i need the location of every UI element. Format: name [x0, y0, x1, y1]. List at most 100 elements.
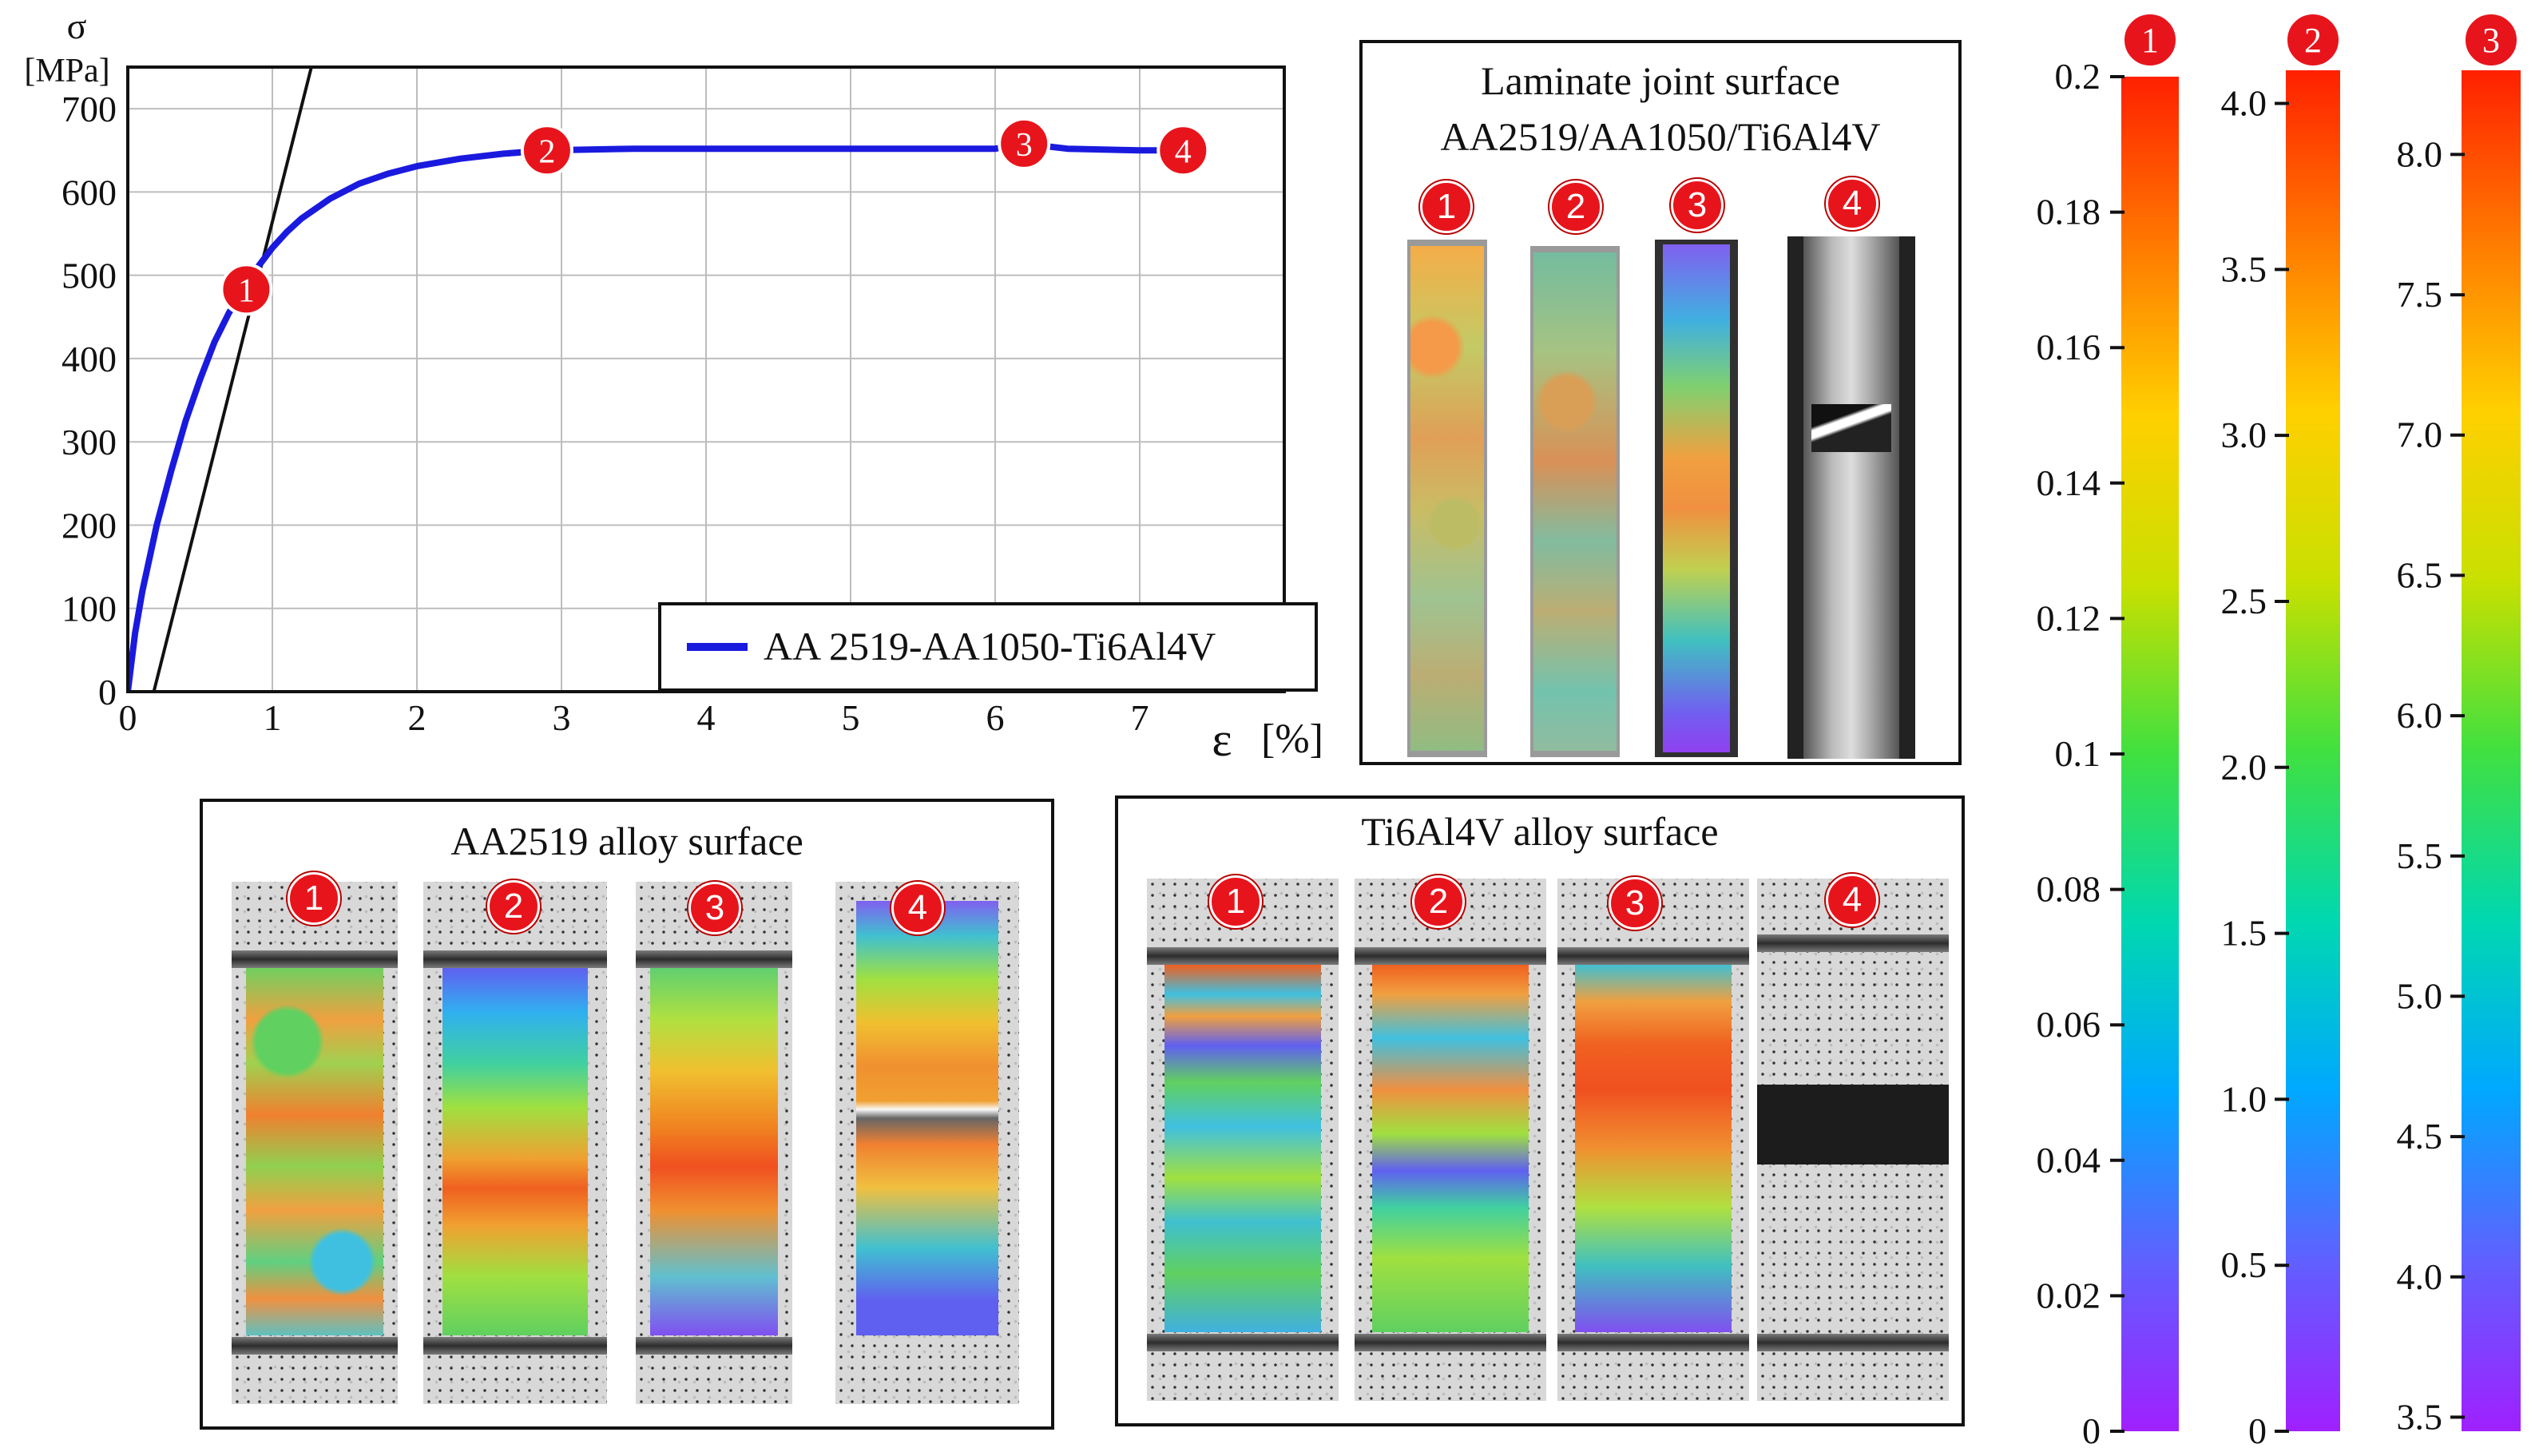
ti6al4v-specimen-2 [1355, 879, 1546, 1401]
colorbar-tick-label: 3.5 [2221, 248, 2267, 289]
curve-marker: 1 [220, 263, 273, 316]
stress-strain-chart: 0 1 2 3 4 5 6 7 0 100 200 300 400 500 600 700 σ [MPa] ε [%]… [24, 6, 1323, 766]
laminate-badge-1: 1 [1420, 181, 1473, 233]
colorbar-badge [2462, 11, 2520, 69]
y-tick-label: 400 [61, 339, 117, 379]
laminate-specimen-1 [1407, 240, 1487, 757]
ti6al4v-panel: Ti6Al4V alloy surface 1 2 3 4 [1115, 795, 1965, 1426]
elastic-line [152, 67, 313, 692]
aa2519-specimen-3 [636, 882, 792, 1404]
curve-marker-dot [998, 117, 1051, 170]
x-axis-unit: [%] [1261, 716, 1323, 762]
curve-marker: 2 [520, 124, 573, 177]
laminate-specimen-3 [1655, 240, 1738, 757]
colorbar-3: 8.0 7.5 7.0 6.5 6.0 5.5 5.0 4.5 4.0 3.5 3 [2397, 11, 2521, 1437]
colorbar-tick-label: 0.06 [2037, 1004, 2101, 1045]
laminate-title-line2: AA2519/AA1050/Ti6Al4V [1440, 114, 1881, 159]
x-tick-label: 3 [553, 697, 571, 738]
aa2519-badge-4: 4 [891, 882, 944, 934]
y-tick-label: 200 [61, 505, 117, 546]
aa2519-title: AA2519 alloy surface [450, 819, 803, 863]
colorbar-tick-label: 8.0 [2397, 133, 2443, 174]
colorbar-gradient [2462, 70, 2521, 1431]
y-axis-symbol: σ [67, 6, 87, 46]
curve-marker-label: 1 [238, 272, 255, 309]
colorbar-tick-label: 1.5 [2221, 913, 2267, 954]
laminate-specimen-2 [1530, 246, 1620, 757]
colorbar-tick-label: 1.0 [2221, 1078, 2267, 1119]
colorbar-tick-label: 0.02 [2037, 1275, 2101, 1315]
y-tick-label: 300 [61, 422, 117, 462]
legend-box [658, 602, 1318, 692]
ti6al4v-specimen-4 [1757, 879, 1949, 1401]
colorbar-tick-label: 0 [2248, 1410, 2267, 1451]
ti6al4v-title: Ti6Al4V alloy surface [1361, 809, 1719, 854]
x-tick-label: 6 [986, 697, 1005, 738]
curve-marker-dot [220, 263, 273, 316]
aa2519-panel: AA2519 alloy surface 1 2 3 4 [200, 799, 1054, 1430]
colorbar-tick-label: 4.5 [2397, 1116, 2443, 1156]
laminate-specimen-4 [1787, 236, 1915, 759]
y-tick-label: 100 [61, 589, 117, 629]
colorbar-tick-label: 0.2 [2055, 56, 2101, 97]
colorbar-tick-label: 4.0 [2221, 83, 2267, 124]
colorbar-tick-label: 2.5 [2221, 581, 2267, 621]
curve-marker: 4 [1156, 124, 1210, 177]
colorbar-tick-label: 7.5 [2397, 274, 2443, 315]
ti6al4v-badge-3: 3 [1609, 877, 1661, 930]
curve-marker-label: 2 [538, 133, 555, 170]
laminate-badge-4: 4 [1826, 177, 1878, 230]
colorbar-tick-label: 0.04 [2037, 1140, 2101, 1180]
colorbar-tick-label: 5.0 [2397, 975, 2443, 1016]
aa2519-specimen-2 [423, 882, 607, 1404]
colorbar-badge [2121, 11, 2179, 69]
colorbar-tick-label: 3.5 [2397, 1396, 2443, 1437]
colorbar-badge-label: 2 [2304, 21, 2322, 60]
colorbar-1: 0.2 0.18 0.16 0.14 0.12 0.1 0.08 0.06 0.04 0.02 0 1 [2037, 11, 2179, 1451]
laminate-joint-panel: Laminate joint surface AA2519/AA1050/Ti6… [1359, 40, 1962, 765]
x-tick-label: 2 [408, 697, 426, 738]
ti6al4v-specimen-1 [1147, 879, 1339, 1401]
legend-label: AA 2519-AA1050-Ti6Al4V [764, 624, 1216, 668]
colorbar-tick-label: 3.0 [2221, 415, 2267, 455]
ti6al4v-badge-1: 1 [1209, 875, 1262, 928]
colorbar-tick-label: 0.08 [2037, 869, 2101, 910]
aa2519-specimen-4 [835, 882, 1019, 1404]
colorbar-gradient [2121, 77, 2179, 1431]
curve-marker-label: 3 [1016, 127, 1033, 164]
x-tick-label: 1 [264, 697, 282, 738]
colorbar-badge-label: 3 [2482, 21, 2500, 60]
y-axis-unit: [MPa] [24, 53, 109, 89]
series-line [128, 140, 1184, 692]
colorbar-2: 4.0 3.5 3.0 2.5 2.0 1.5 1.0 0.5 0 2 [2221, 11, 2342, 1451]
colorbar-tick-label: 0.14 [2037, 462, 2101, 503]
ti6al4v-specimen-3 [1557, 879, 1749, 1401]
x-axis-symbol: ε [1212, 713, 1232, 766]
colorbar-tick-label: 2.0 [2221, 747, 2267, 788]
y-tick-label: 600 [61, 172, 117, 212]
aa2519-badge-1: 1 [288, 872, 340, 925]
x-tick-label: 5 [842, 697, 860, 738]
curve-marker: 3 [998, 117, 1051, 170]
curve-marker-dot [520, 124, 573, 177]
colorbar-tick-label: 6.5 [2397, 554, 2443, 595]
colorbar-tick-label: 4.0 [2397, 1256, 2443, 1297]
y-tick-label: 0 [98, 672, 117, 712]
curve-marker-label: 4 [1175, 133, 1192, 170]
colorbar-tick-label: 0.18 [2037, 192, 2101, 232]
legend: AA 2519-AA1050-Ti6Al4V [658, 602, 1318, 692]
y-tick-label: 500 [61, 256, 117, 296]
x-tick-label: 4 [697, 697, 716, 738]
y-tick-label: 700 [61, 89, 117, 129]
colorbar-tick-label: 0.1 [2055, 733, 2101, 774]
laminate-badge-3: 3 [1671, 179, 1724, 232]
colorbar-badge [2284, 11, 2342, 69]
laminate-badge-2: 2 [1549, 181, 1602, 233]
colorbar-tick-label: 0.12 [2037, 597, 2101, 638]
aa2519-specimen-1 [232, 882, 398, 1404]
aa2519-badge-2: 2 [487, 880, 540, 933]
colorbar-tick-label: 7.0 [2397, 415, 2443, 455]
colorbar-tick-label: 0.5 [2221, 1244, 2267, 1285]
colorbar-tick-label: 0 [2082, 1410, 2101, 1451]
colorbar-gradient [2286, 70, 2340, 1431]
